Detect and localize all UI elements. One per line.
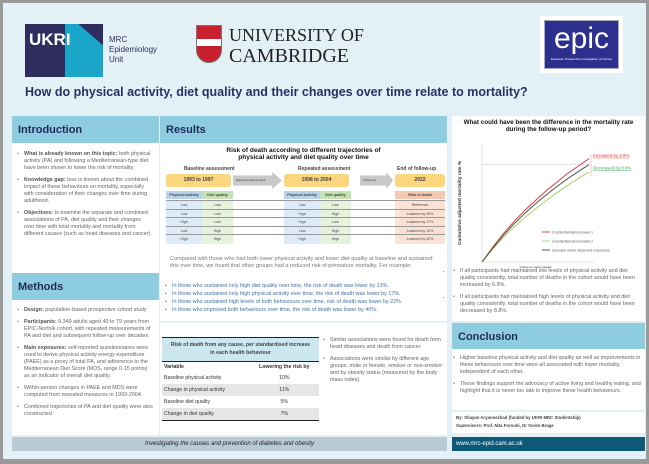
methods-heading: Methods (12, 273, 159, 300)
mortality-chart-panel: What could have been the difference in t… (452, 116, 645, 321)
introduction-panel: Introduction What is already known on th… (12, 116, 159, 283)
methods-panel: Methods Design: population-based prospec… (12, 273, 159, 435)
column-header: Physical activity (284, 191, 320, 199)
chart-note: If all participants had maintained high … (452, 294, 642, 315)
list-item: What is already known on this topic: bot… (16, 151, 153, 172)
col-header: Variable (162, 360, 250, 372)
cambridge-logo-text: UNIVERSITY OF CAMBRIDGE (229, 25, 364, 67)
arrow: Follow-up (360, 172, 393, 189)
mortality-line-chart: Counterfactual scenario 1 Counterfactual … (457, 144, 631, 269)
list-item: Participants: 9,349 adults aged 40 to 79… (16, 319, 153, 340)
mrc-unit-logo-text: MRC Epidemiology Unit (109, 35, 158, 64)
col-header: Lowering the risk by (249, 360, 319, 372)
legend-label: Counterfactual scenario 2 (552, 239, 593, 243)
end-label: End of follow-up (397, 166, 437, 172)
list-item: Within-person changes in PAEE and MDS we… (16, 385, 153, 399)
y-axis-label: Cumulative adjusted mortality rate % (457, 160, 463, 245)
poster: UKRI MRC Epidemiology Unit UNIVERSITY OF CA… (3, 3, 646, 459)
author-credit: By: Shayan Aryannezhad (funded by UKRI M… (456, 415, 581, 420)
arrow: Exposure assessment (233, 172, 282, 189)
repeated-label: Repeated assessment (298, 166, 351, 172)
trajectory-row: Low Low Low Low Reference (166, 200, 445, 210)
column-header: Diet quality (202, 191, 233, 199)
list-item: Design: population-based prospective coh… (16, 307, 153, 314)
results-figure-title: Risk of death according to different tra… (226, 147, 381, 161)
column-header: Physical activity (166, 191, 202, 199)
risk-table-title: Risk of death from any cause, per standa… (162, 337, 319, 362)
results-heading: Results (160, 116, 447, 143)
trajectory-row: Low Low High High Lowered by 40% (166, 208, 445, 218)
poster-title: How do physical activity, diet quality a… (25, 85, 528, 99)
list-item: Combined trajectories of PA and diet qua… (16, 404, 153, 418)
conclusion-item: Higher baseline physical activity and di… (452, 355, 641, 376)
chart-title: What could have been the difference in t… (463, 119, 634, 133)
website-link[interactable]: www.mrc-epid.cam.ac.uk (452, 437, 645, 451)
column-header: Diet quality (320, 191, 351, 199)
chart-annotation: Decreased by 8.8% (593, 166, 631, 171)
period-box: 1998 to 2004 (284, 174, 349, 187)
chart-note: If all participants had maintained low l… (452, 268, 642, 289)
result-bullet: In those who improved both behaviours ov… (164, 307, 444, 314)
trajectory-row: Low High Low High Lowered by 13% (166, 225, 445, 235)
legend-label: Counterfactual scenario 1 (552, 230, 593, 234)
results-panel: Results Risk of death according to diffe… (160, 116, 447, 321)
chart-annotation: Increased by 6.9% (593, 153, 629, 158)
column-header: Risk of death (395, 191, 445, 199)
supervisors-credit: Supervisors: Prof. Nita Forouhi, Dr Sore… (456, 423, 554, 428)
table-row: Baseline physical activity 10% (162, 371, 319, 384)
conclusion-panel: Conclusion Higher baseline physical acti… (452, 323, 645, 410)
trajectory-row: High High High High Lowered by 22% (166, 234, 445, 244)
results-summary: Compared with those who had both lower p… (170, 256, 433, 270)
period-box: 1993 to 1997 (166, 174, 231, 187)
introduction-heading: Introduction (12, 116, 159, 143)
ukri-logo: UKRI (25, 24, 103, 77)
conclusion-item: These findings support the advocacy of a… (452, 381, 641, 395)
risk-table: Risk of death from any cause, per standa… (162, 337, 319, 421)
epic-logo: epic European Prospective Investigation … (540, 16, 623, 73)
cambridge-crest (196, 25, 222, 63)
list-item: Main exposures: self-reported questionna… (16, 345, 153, 380)
legend-label: Scenario under observed exposures (552, 248, 610, 252)
result-bullet: In those who sustained high levels of bo… (164, 299, 444, 306)
list-item: Knowledge gap: less is known about the c… (16, 177, 153, 205)
series-line-1 (481, 158, 590, 263)
table-row: Change in diet quality 7% (162, 407, 319, 421)
series-line-3 (481, 164, 590, 263)
table-row: Change in physical activity 11% (162, 383, 319, 396)
footer-tagline: Investigating the causes and prevention … (12, 437, 447, 451)
conclusion-heading: Conclusion (452, 323, 645, 349)
association-note: Similar associations were found for deat… (322, 337, 444, 351)
period-box: 2022 (395, 174, 445, 187)
series-line-2 (481, 171, 590, 263)
result-bullet: In those who sustained only high diet qu… (164, 283, 444, 290)
result-bullet: In those who sustained only high physica… (164, 291, 444, 298)
baseline-label: Baseline assessment (184, 166, 235, 172)
x-axis-label: Follow-up years passed (520, 265, 552, 269)
table-row: Baseline diet quality 5% (162, 395, 319, 408)
credits-panel: By: Shayan Aryannezhad (funded by UKRI M… (452, 412, 645, 433)
trajectory-row: High Low High Low Lowered by 17% (166, 217, 445, 227)
association-note: Associations were similar by different a… (322, 356, 444, 384)
list-item: Objectives: to examine the separate and … (16, 210, 153, 238)
risk-table-panel: Risk of death from any cause, per standa… (160, 323, 447, 435)
